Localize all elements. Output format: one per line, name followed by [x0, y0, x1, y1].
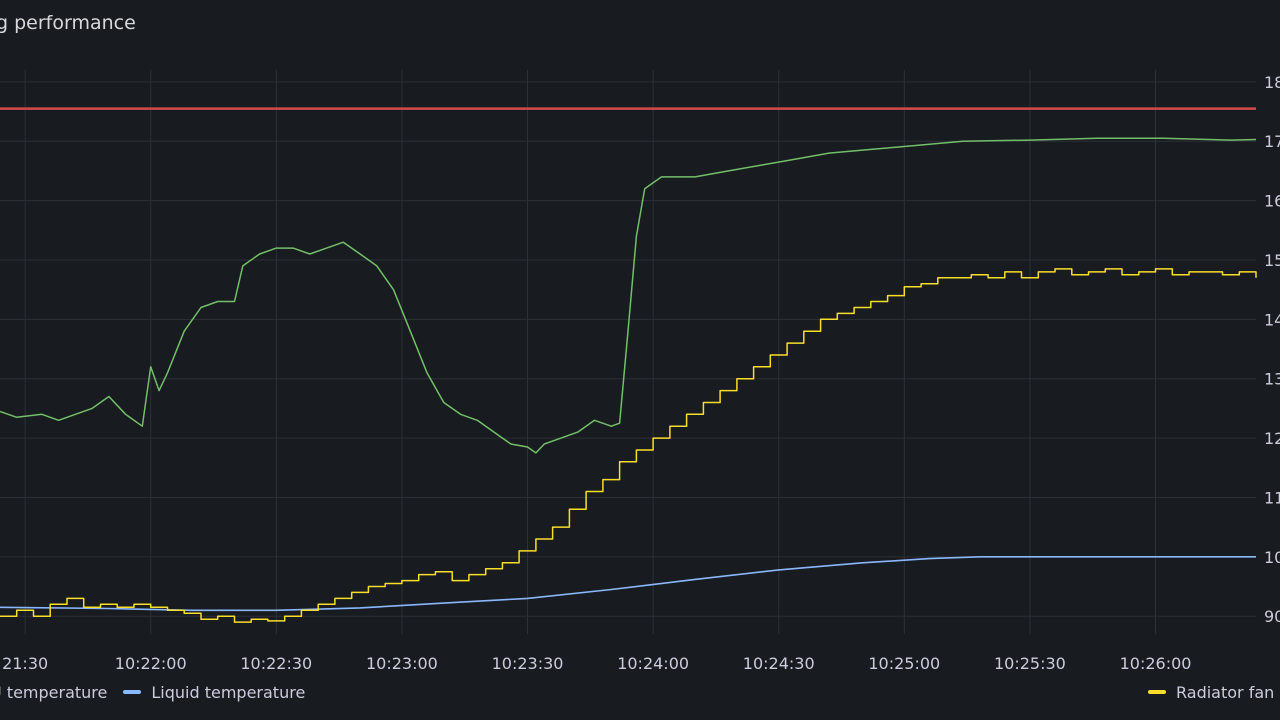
y-tick-label: 90	[1264, 607, 1280, 626]
y-tick-label: 16	[1264, 192, 1280, 211]
y-tick-label: 15	[1264, 251, 1280, 270]
series-lines	[0, 137, 1257, 623]
x-tick-label: 10:25:30	[994, 654, 1066, 673]
y-tick-label: 14	[1264, 310, 1280, 329]
x-tick-label: 10:23:00	[366, 654, 438, 673]
y-tick-label: 10	[1264, 548, 1280, 567]
legend: U temperature Liquid temperature	[0, 681, 321, 703]
legend-item-liquid-temperature[interactable]: Liquid temperature	[123, 683, 305, 702]
legend-item-radiator-fan[interactable]: Radiator fan	[1148, 683, 1274, 702]
x-tick-label: 10:24:30	[743, 654, 815, 673]
series-line-u-temperature	[0, 137, 1257, 454]
x-tick-label: 21:30	[2, 654, 48, 673]
x-tick-label: 10:25:00	[868, 654, 940, 673]
legend-swatch-liquid	[123, 690, 142, 694]
y-axis-ticks: 18 17 16 15 14 13 12 11 10 90	[1264, 73, 1280, 626]
legend-right: Radiator fan	[1148, 681, 1280, 703]
y-tick-label: 12	[1264, 429, 1280, 448]
legend-swatch-fan	[1148, 690, 1166, 694]
x-tick-label: 10:26:00	[1120, 654, 1192, 673]
y-tick-label: 18	[1264, 73, 1280, 92]
x-tick-label: 10:24:00	[617, 654, 689, 673]
legend-label-gpu: U temperature	[0, 682, 108, 702]
y-tick-label: 13	[1264, 370, 1280, 389]
series-line-radiator-fan	[0, 268, 1257, 623]
grid	[0, 70, 1256, 634]
x-tick-label: 10:23:30	[492, 654, 564, 673]
x-axis-ticks: 21:30 10:22:00 10:22:30 10:23:00 10:23:30 10:…	[2, 654, 1191, 673]
y-tick-label: 11	[1264, 488, 1280, 507]
legend-item-gpu-temperature[interactable]: U temperature	[0, 683, 107, 702]
panel-title: g performance	[0, 12, 136, 34]
y-tick-label: 17	[1264, 132, 1280, 151]
x-tick-label: 10:22:30	[240, 654, 312, 673]
x-tick-label: 10:22:00	[115, 654, 187, 673]
series-line-liquid-temperature	[0, 556, 1256, 612]
legend-label-fan: Radiator fan	[1176, 682, 1275, 702]
legend-label-liquid: Liquid temperature	[151, 682, 306, 702]
